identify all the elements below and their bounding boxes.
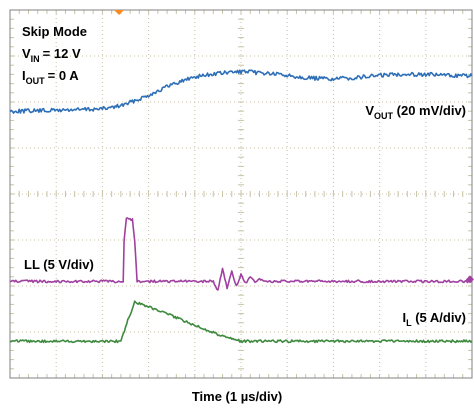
series-label-vout-rest: (20 mV/div) bbox=[393, 103, 466, 118]
condition-iout-subscript: OUT bbox=[26, 76, 46, 86]
series-label-ll: LL (5 V/div) bbox=[24, 257, 94, 272]
condition-vin-symbol: V bbox=[22, 46, 31, 61]
condition-vin-subscript: IN bbox=[31, 54, 40, 64]
condition-vin-value: = 12 V bbox=[43, 46, 81, 61]
x-axis-label: Time (1 µs/div) bbox=[192, 389, 282, 404]
condition-iout-value: = 0 A bbox=[48, 68, 80, 83]
series-label-il-rest: (5 A/div) bbox=[412, 310, 466, 325]
series-label-vout-symbol: V bbox=[365, 103, 374, 118]
chart-title: Skip Mode bbox=[22, 24, 87, 39]
series-label-vout-subscript: OUT bbox=[374, 111, 394, 121]
